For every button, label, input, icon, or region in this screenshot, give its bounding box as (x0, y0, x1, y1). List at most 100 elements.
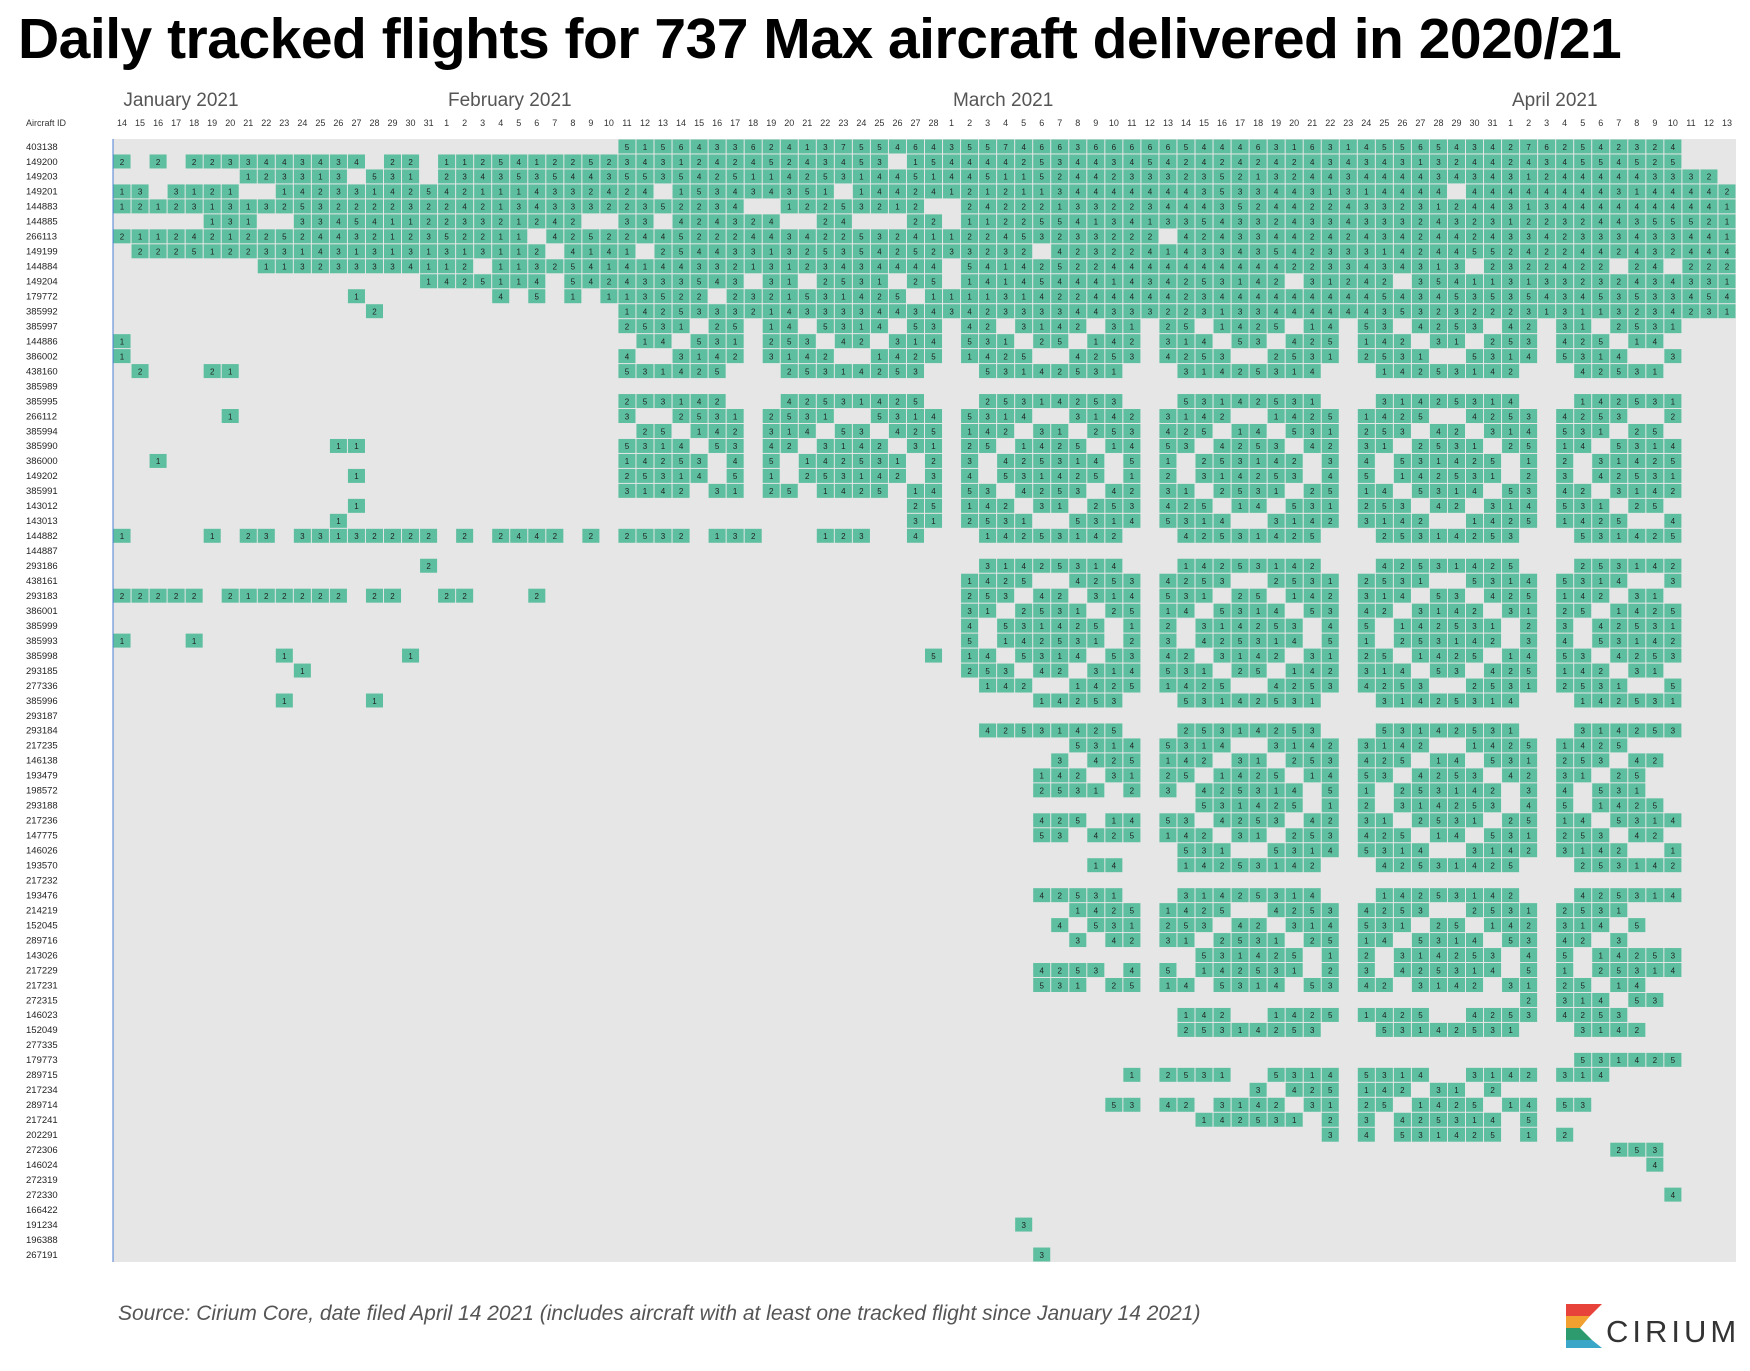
flight-cell (654, 199, 672, 214)
flight-count-label: 5 (1382, 293, 1387, 302)
flight-count-label: 1 (246, 203, 251, 212)
flight-count-label: 4 (1400, 263, 1405, 272)
flight-count-label: 5 (1274, 397, 1279, 406)
flight-count-label: 1 (192, 637, 197, 646)
flight-count-label: 2 (1274, 1101, 1279, 1110)
aircraft-id-label: 386002 (26, 351, 58, 362)
flight-count-label: 1 (354, 248, 359, 257)
flight-cell (1592, 214, 1610, 229)
flight-count-label: 1 (1454, 1086, 1459, 1095)
flight-cell (943, 154, 961, 169)
flight-count-label: 5 (1166, 966, 1171, 975)
flight-count-label: 2 (823, 352, 828, 361)
flight-count-label: 3 (1292, 697, 1297, 706)
flight-count-label: 1 (1454, 562, 1459, 571)
flight-count-label: 1 (1238, 951, 1243, 960)
flight-count-label: 2 (1599, 891, 1604, 900)
flight-cell (834, 154, 852, 169)
flight-count-label: 4 (1364, 457, 1369, 466)
flight-count-label: 4 (1526, 802, 1531, 811)
flight-count-label: 2 (1472, 532, 1477, 541)
flight-count-label: 4 (1490, 891, 1495, 900)
flight-count-label: 2 (444, 173, 449, 182)
flight-count-label: 2 (1292, 158, 1297, 167)
flight-count-label: 5 (1617, 442, 1622, 451)
flight-count-label: 1 (1130, 921, 1135, 930)
flight-count-label: 2 (697, 293, 702, 302)
flight-count-label: 5 (985, 667, 990, 676)
flight-count-label: 4 (1364, 832, 1369, 841)
flight-cell (961, 169, 979, 184)
flight-count-label: 2 (1671, 412, 1676, 421)
flight-cell (961, 199, 979, 214)
flight-count-label: 1 (1094, 218, 1099, 227)
flight-count-label: 2 (1003, 427, 1008, 436)
flight-count-label: 2 (1653, 532, 1658, 541)
flight-count-label: 2 (931, 457, 936, 466)
flight-count-label: 2 (1021, 532, 1026, 541)
flight-count-label: 2 (1076, 263, 1081, 272)
flight-count-label: 5 (1490, 293, 1495, 302)
flight-cell (1015, 184, 1033, 199)
flight-count-label: 1 (1130, 1071, 1135, 1080)
flight-cell (1484, 139, 1502, 154)
flight-count-label: 2 (1562, 682, 1567, 691)
flight-count-label: 2 (1400, 412, 1405, 421)
flight-count-label: 1 (1003, 637, 1008, 646)
flight-count-label: 5 (1310, 981, 1315, 990)
flight-count-label: 1 (877, 352, 882, 361)
flight-count-label: 4 (733, 203, 738, 212)
flight-count-label: 1 (1599, 502, 1604, 511)
flight-cell (1231, 214, 1249, 229)
flight-count-label: 4 (1003, 158, 1008, 167)
flight-cell (510, 154, 528, 169)
flight-count-label: 1 (643, 263, 648, 272)
flight-count-label: 3 (1454, 592, 1459, 601)
flight-count-label: 3 (1256, 248, 1261, 257)
flight-cell (275, 184, 293, 199)
flight-cell (870, 154, 888, 169)
flight-count-label: 4 (1580, 742, 1585, 751)
flight-count-label: 2 (1310, 233, 1315, 242)
flight-count-label: 1 (931, 517, 936, 526)
flight-count-label: 1 (1310, 847, 1315, 856)
flight-count-label: 5 (859, 248, 864, 257)
flight-cell (600, 199, 618, 214)
flight-count-label: 5 (1400, 1131, 1405, 1140)
flight-count-label: 3 (1635, 667, 1640, 676)
flight-count-label: 3 (1526, 307, 1531, 316)
day-label: 11 (1127, 118, 1136, 128)
flight-cell (420, 199, 438, 214)
flight-count-label: 5 (192, 248, 197, 257)
flight-count-label: 3 (1058, 607, 1063, 616)
flight-count-label: 1 (282, 263, 287, 272)
flight-cell (546, 199, 564, 214)
flight-count-label: 4 (1148, 263, 1153, 272)
flight-count-label: 2 (1508, 817, 1513, 826)
flight-count-label: 2 (1653, 158, 1658, 167)
flight-count-label: 3 (1364, 218, 1369, 227)
flight-cell (1159, 139, 1177, 154)
flight-count-label: 1 (1220, 772, 1225, 781)
flight-cell (293, 199, 311, 214)
flight-count-label: 1 (625, 248, 630, 257)
flight-count-label: 2 (553, 532, 558, 541)
flight-count-label: 4 (1076, 158, 1081, 167)
flight-count-label: 4 (1310, 517, 1315, 526)
flight-count-label: 2 (426, 532, 431, 541)
flight-count-label: 4 (1689, 248, 1694, 257)
flight-count-label: 5 (1112, 1101, 1117, 1110)
flight-cell (1105, 139, 1123, 154)
flight-cell (1087, 184, 1105, 199)
flight-count-label: 2 (625, 322, 630, 331)
flight-count-label: 1 (517, 248, 522, 257)
flight-count-label: 2 (120, 233, 125, 242)
aircraft-id-label: 146138 (26, 756, 58, 767)
flight-count-label: 4 (1490, 367, 1495, 376)
flight-count-label: 3 (1436, 862, 1441, 871)
flight-count-label: 1 (859, 173, 864, 182)
flight-count-label: 4 (1400, 592, 1405, 601)
flight-count-label: 1 (589, 248, 594, 257)
flight-count-label: 2 (1725, 263, 1730, 272)
flight-count-label: 4 (1617, 218, 1622, 227)
